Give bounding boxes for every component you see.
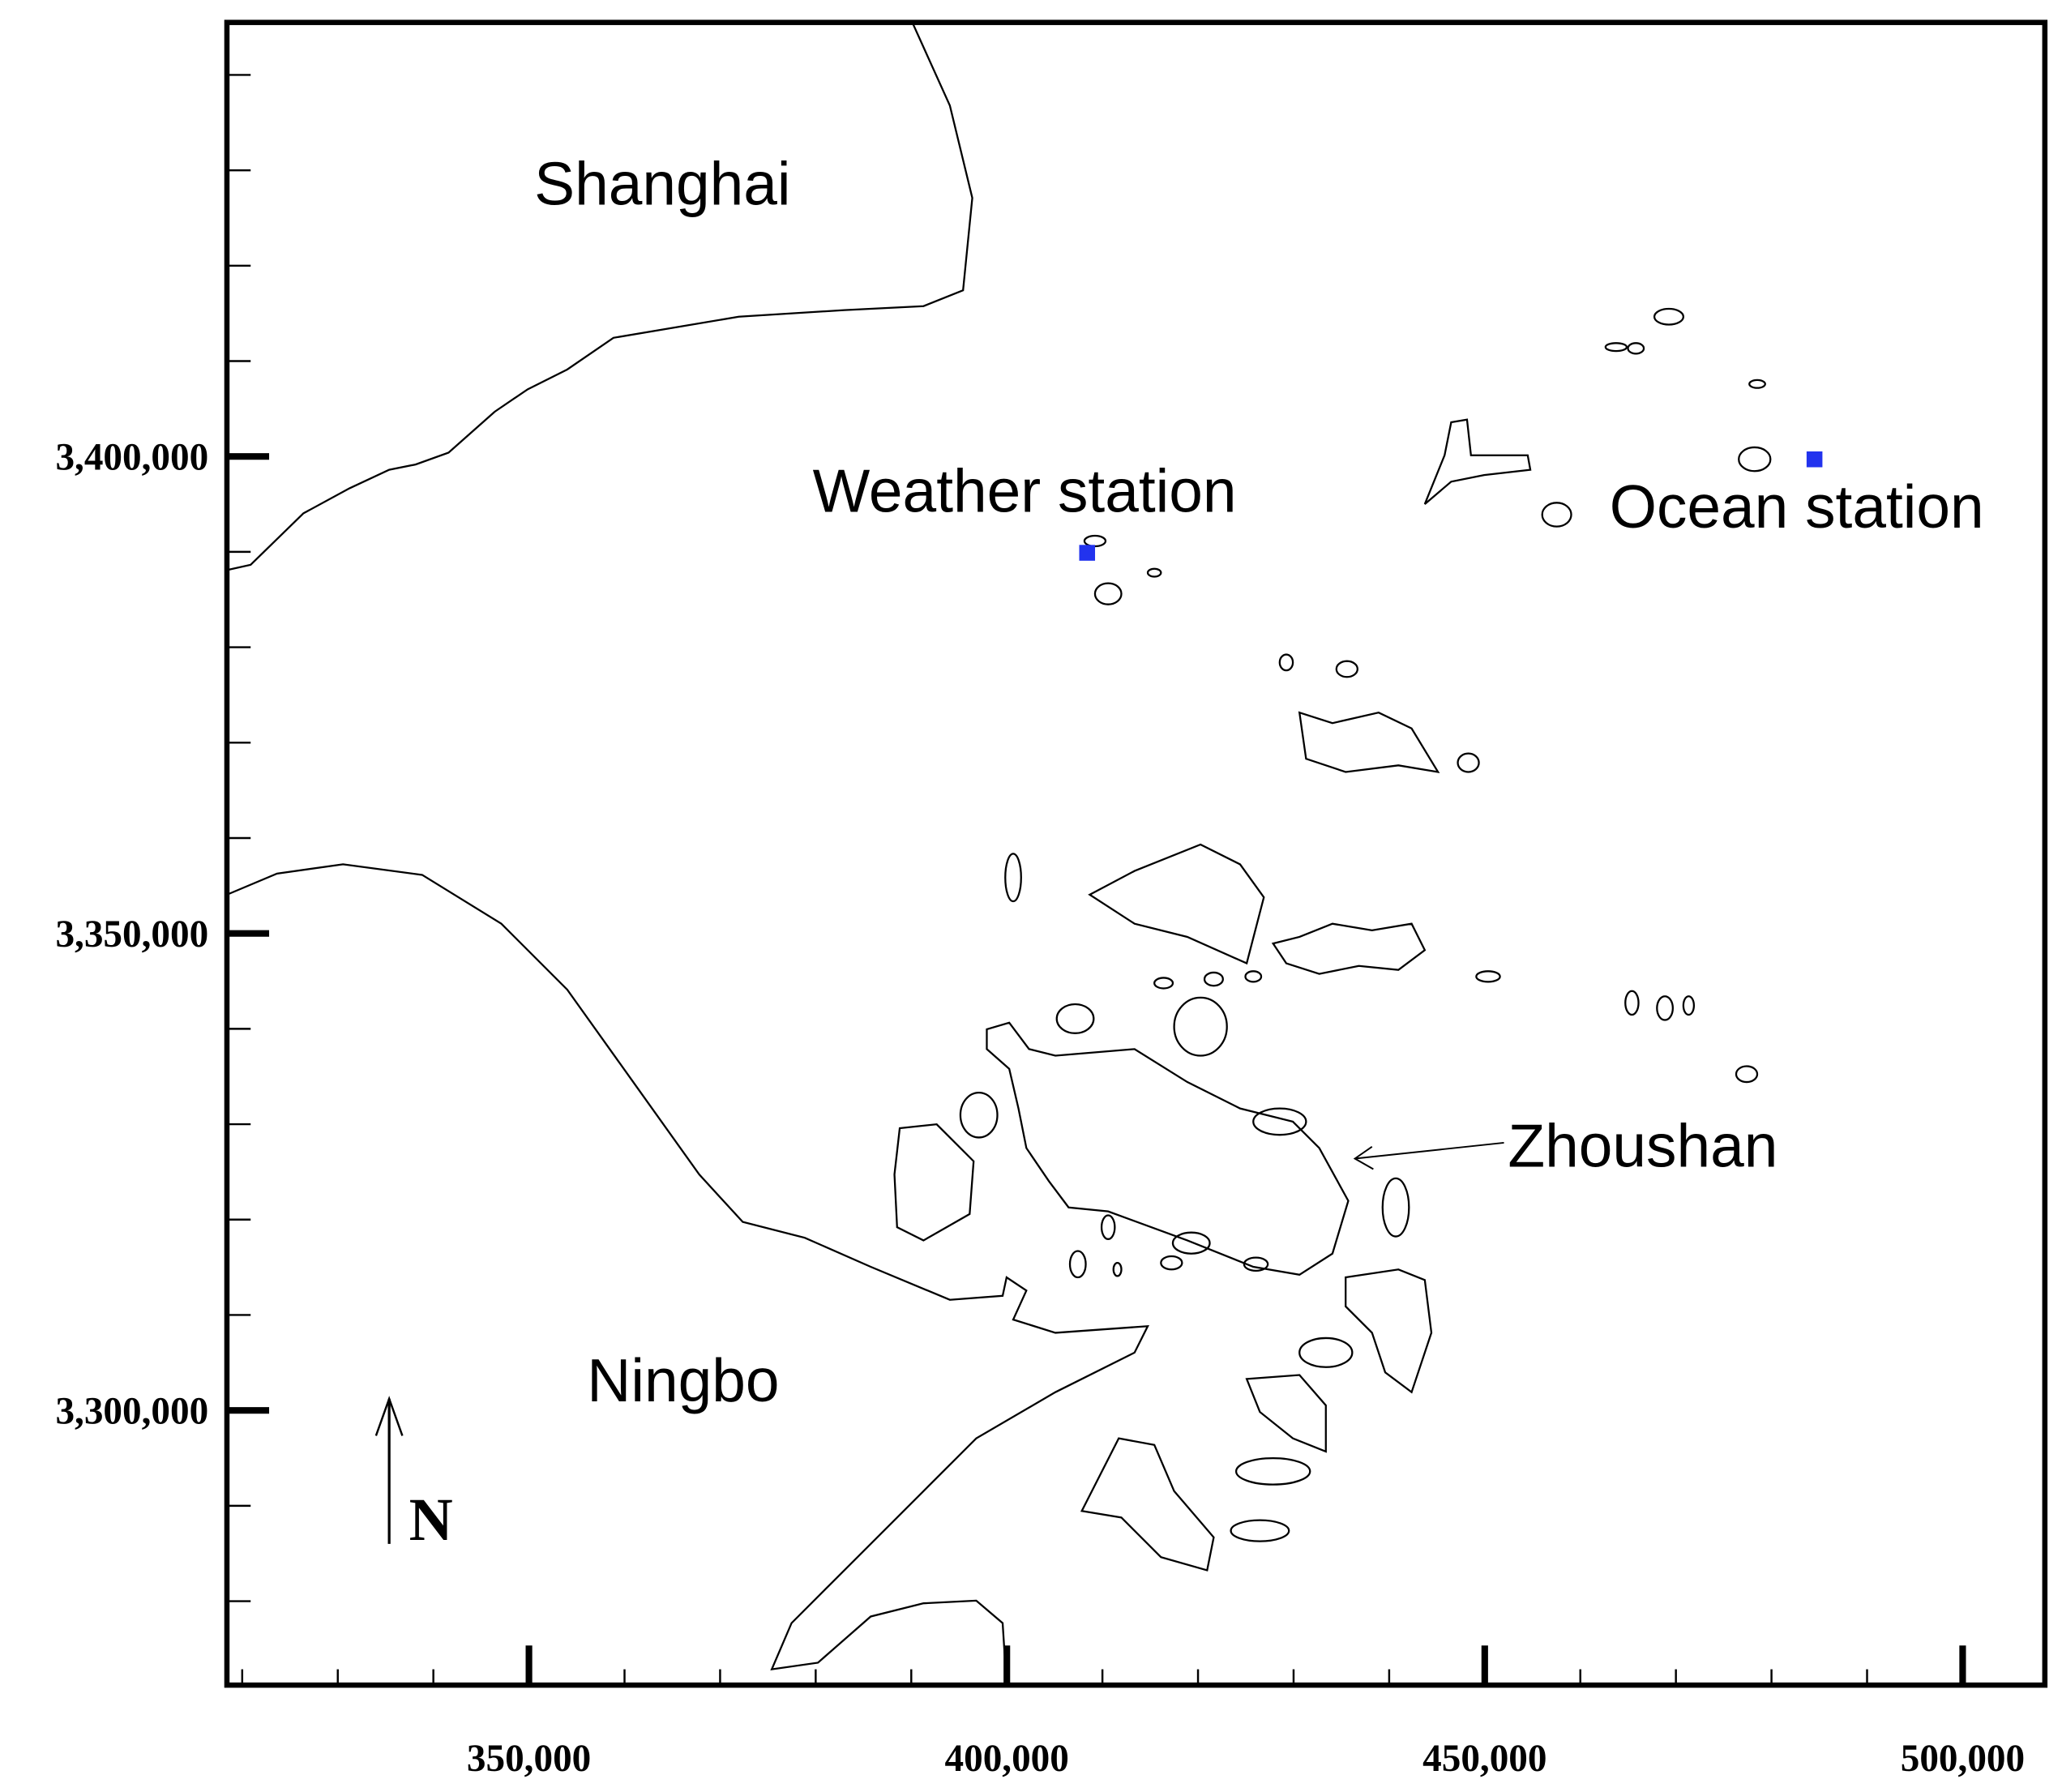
island xyxy=(1627,342,1645,355)
x-tick-label: 500,000 xyxy=(1901,1738,2025,1780)
place-label: Zhoushan xyxy=(1508,1111,1778,1179)
island xyxy=(1682,995,1696,1016)
island xyxy=(1653,307,1685,326)
island xyxy=(1160,1255,1183,1271)
station-marker xyxy=(1806,451,1823,468)
island xyxy=(1004,853,1022,903)
island xyxy=(1423,418,1532,505)
island xyxy=(1475,970,1501,983)
pointer-arrow-head xyxy=(1353,1146,1374,1170)
zhoushan-island xyxy=(986,1021,1350,1276)
y-tick-label: 3,350,000 xyxy=(55,913,208,956)
island xyxy=(1245,1374,1327,1453)
shanghai-coast xyxy=(226,23,973,571)
island xyxy=(1171,1231,1211,1255)
island xyxy=(1271,922,1427,975)
island xyxy=(1252,1107,1307,1136)
island xyxy=(1381,1177,1410,1238)
x-tick-label: 350,000 xyxy=(467,1738,591,1780)
island xyxy=(1738,446,1772,473)
station-marker xyxy=(1079,545,1096,561)
island xyxy=(1173,996,1228,1057)
x-tick-label: 400,000 xyxy=(945,1738,1069,1780)
island xyxy=(1055,1003,1095,1034)
ningbo-coast xyxy=(226,863,1149,1686)
island xyxy=(1080,1437,1215,1572)
coastlines xyxy=(226,23,1772,1686)
island xyxy=(1088,843,1265,965)
station-label: Ocean station xyxy=(1610,473,1984,541)
island xyxy=(1656,995,1674,1021)
island xyxy=(1735,1065,1759,1084)
island xyxy=(1243,1256,1269,1272)
island xyxy=(1153,977,1174,990)
island xyxy=(1230,1519,1290,1542)
place-label: Ningbo xyxy=(587,1346,779,1414)
island xyxy=(1244,970,1263,983)
island xyxy=(1345,1268,1433,1394)
island xyxy=(1203,971,1224,987)
place-label: Shanghai xyxy=(534,149,790,217)
island xyxy=(1541,502,1572,528)
island xyxy=(1457,752,1480,773)
map-frame xyxy=(224,19,2048,1688)
station-label: Weather station xyxy=(813,457,1237,525)
island xyxy=(1146,567,1162,578)
island xyxy=(1068,1250,1087,1279)
north-label: N xyxy=(409,1486,453,1554)
island xyxy=(1604,342,1628,353)
y-tick-label: 3,400,000 xyxy=(55,436,208,478)
island xyxy=(893,1123,975,1242)
island xyxy=(1298,1337,1354,1368)
island xyxy=(1234,1456,1311,1486)
x-tick-label: 450,000 xyxy=(1422,1738,1546,1780)
island xyxy=(1624,990,1640,1016)
island xyxy=(1748,379,1766,389)
island xyxy=(1112,1261,1123,1277)
island xyxy=(1278,653,1294,672)
island xyxy=(1100,1214,1116,1240)
pointer-arrow xyxy=(1354,1141,1504,1160)
island xyxy=(959,1091,999,1139)
island xyxy=(1298,711,1440,773)
island xyxy=(1093,582,1123,605)
island xyxy=(1335,660,1358,678)
y-tick-label: 3,300,000 xyxy=(55,1390,208,1432)
north-arrow-head xyxy=(374,1396,404,1436)
